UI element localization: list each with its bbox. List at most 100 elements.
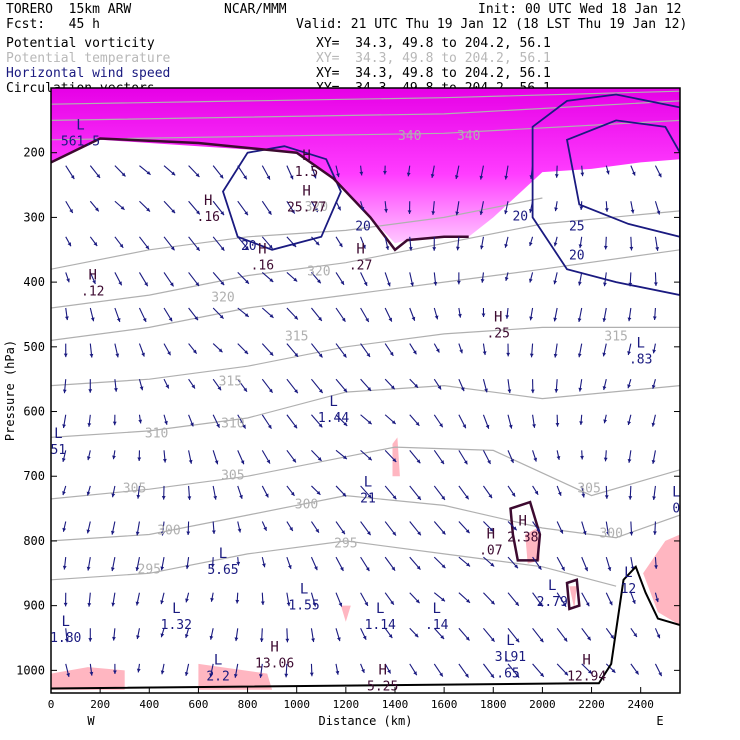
extremum-value: 25.77	[287, 200, 326, 215]
circulation-vector	[605, 592, 613, 606]
circulation-vector	[580, 165, 585, 177]
circulation-vector	[88, 379, 93, 393]
circulation-vector	[236, 557, 241, 566]
circulation-vector	[163, 307, 173, 322]
circulation-vector	[210, 592, 214, 602]
circulation-vector	[628, 272, 633, 287]
circulation-vector	[62, 557, 67, 570]
circulation-vector	[86, 450, 91, 461]
circulation-vector	[335, 521, 346, 535]
extremum-value: .27	[349, 259, 372, 274]
extremum-marker: H13.06	[255, 640, 294, 672]
circulation-vector	[604, 201, 609, 212]
circulation-vector	[579, 201, 584, 211]
circulation-vector	[360, 556, 370, 572]
y-tick-label: 700	[23, 469, 45, 483]
circulation-vector	[479, 201, 484, 216]
circulation-vector	[185, 557, 190, 570]
circulation-vector	[210, 557, 215, 568]
extremum-marker: L.83	[629, 336, 652, 368]
circulation-vector	[581, 627, 592, 641]
theta-label: 340	[457, 129, 480, 144]
circulation-vector	[556, 450, 561, 460]
extremum-marker: L51	[51, 426, 66, 458]
circulation-vector	[529, 307, 534, 321]
circulation-vector	[554, 165, 559, 178]
extremum-type: H	[270, 640, 278, 656]
circulation-vector	[504, 272, 509, 282]
circulation-vector	[528, 201, 534, 213]
x-tick-label: 2200	[578, 698, 605, 711]
extremum-type: L	[548, 578, 556, 594]
extremum-value: .16	[197, 210, 220, 225]
circulation-vector	[360, 343, 371, 358]
circulation-vector	[409, 378, 419, 389]
circulation-vector	[259, 628, 264, 643]
circulation-vector	[408, 236, 413, 251]
circulation-vector	[630, 201, 635, 214]
circulation-vector	[553, 343, 558, 358]
circulation-vector	[627, 343, 632, 356]
circulation-vector	[237, 378, 248, 393]
circulation-vector	[162, 450, 167, 463]
circulation-vector	[458, 592, 471, 604]
extremum-type: L	[300, 581, 308, 597]
circulation-vector	[458, 414, 467, 429]
valid-label: Valid: 21 UTC Thu 19 Jan 12 (18 LST Thu …	[296, 17, 688, 32]
wind-contour-2	[565, 119, 680, 238]
pv-fill-low-5	[569, 586, 577, 609]
circulation-vector	[458, 450, 468, 465]
circulation-vector	[286, 414, 298, 429]
circulation-vector	[360, 663, 365, 674]
circulation-vector	[580, 450, 584, 460]
circulation-vector	[188, 272, 200, 287]
extremum-marker: L2.2	[206, 653, 229, 685]
circulation-vector	[384, 236, 390, 251]
extremum-value: 5.25	[367, 679, 398, 694]
circulation-vector	[335, 272, 345, 286]
extremum-marker: L1.55	[288, 581, 319, 613]
circulation-vector	[430, 165, 435, 178]
circulation-vector	[504, 236, 509, 248]
extremum-marker: H.16	[251, 242, 274, 274]
circulation-vector	[261, 307, 274, 319]
circulation-vector	[163, 414, 168, 425]
circulation-vector	[654, 663, 663, 677]
circulation-vector	[384, 556, 396, 571]
circulation-vector	[285, 628, 290, 643]
circulation-vector	[160, 663, 165, 675]
pv-fill-low-4	[525, 528, 540, 564]
circulation-vector	[89, 200, 100, 212]
extremum-marker: L5.65	[207, 546, 238, 578]
extremum-value: 1.44	[318, 411, 349, 426]
circulation-vector	[581, 485, 586, 498]
circulation-vector	[335, 592, 343, 607]
circulation-vector	[651, 379, 656, 389]
extremum-type: L	[62, 614, 70, 630]
circulation-vector	[458, 485, 470, 500]
circulation-vector	[654, 201, 661, 215]
x-end-label-east: E	[656, 714, 663, 728]
circulation-vector	[532, 663, 545, 678]
circulation-vector	[505, 307, 510, 319]
circulation-vector	[184, 663, 190, 676]
circulation-vector	[603, 236, 608, 250]
circulation-vector	[556, 663, 569, 676]
circulation-vector	[65, 663, 70, 678]
circulation-vector	[110, 521, 116, 535]
circulation-vector	[114, 307, 121, 323]
theta-label: 310	[221, 417, 244, 432]
field-pv-xy: XY= 34.3, 49.8 to 204.2, 56.1	[316, 36, 551, 51]
extremum-marker: L.65	[496, 649, 519, 681]
circulation-vector	[188, 414, 194, 427]
circulation-vector	[433, 627, 445, 640]
circulation-vector	[433, 663, 444, 677]
extremum-type: L	[672, 484, 680, 500]
circulation-vector	[261, 236, 273, 250]
extremum-type: L	[624, 565, 632, 581]
extremum-type: L	[364, 475, 372, 491]
extremum-marker: H12.94	[567, 653, 606, 685]
circulation-vector	[532, 521, 541, 533]
circulation-vector	[335, 236, 343, 248]
